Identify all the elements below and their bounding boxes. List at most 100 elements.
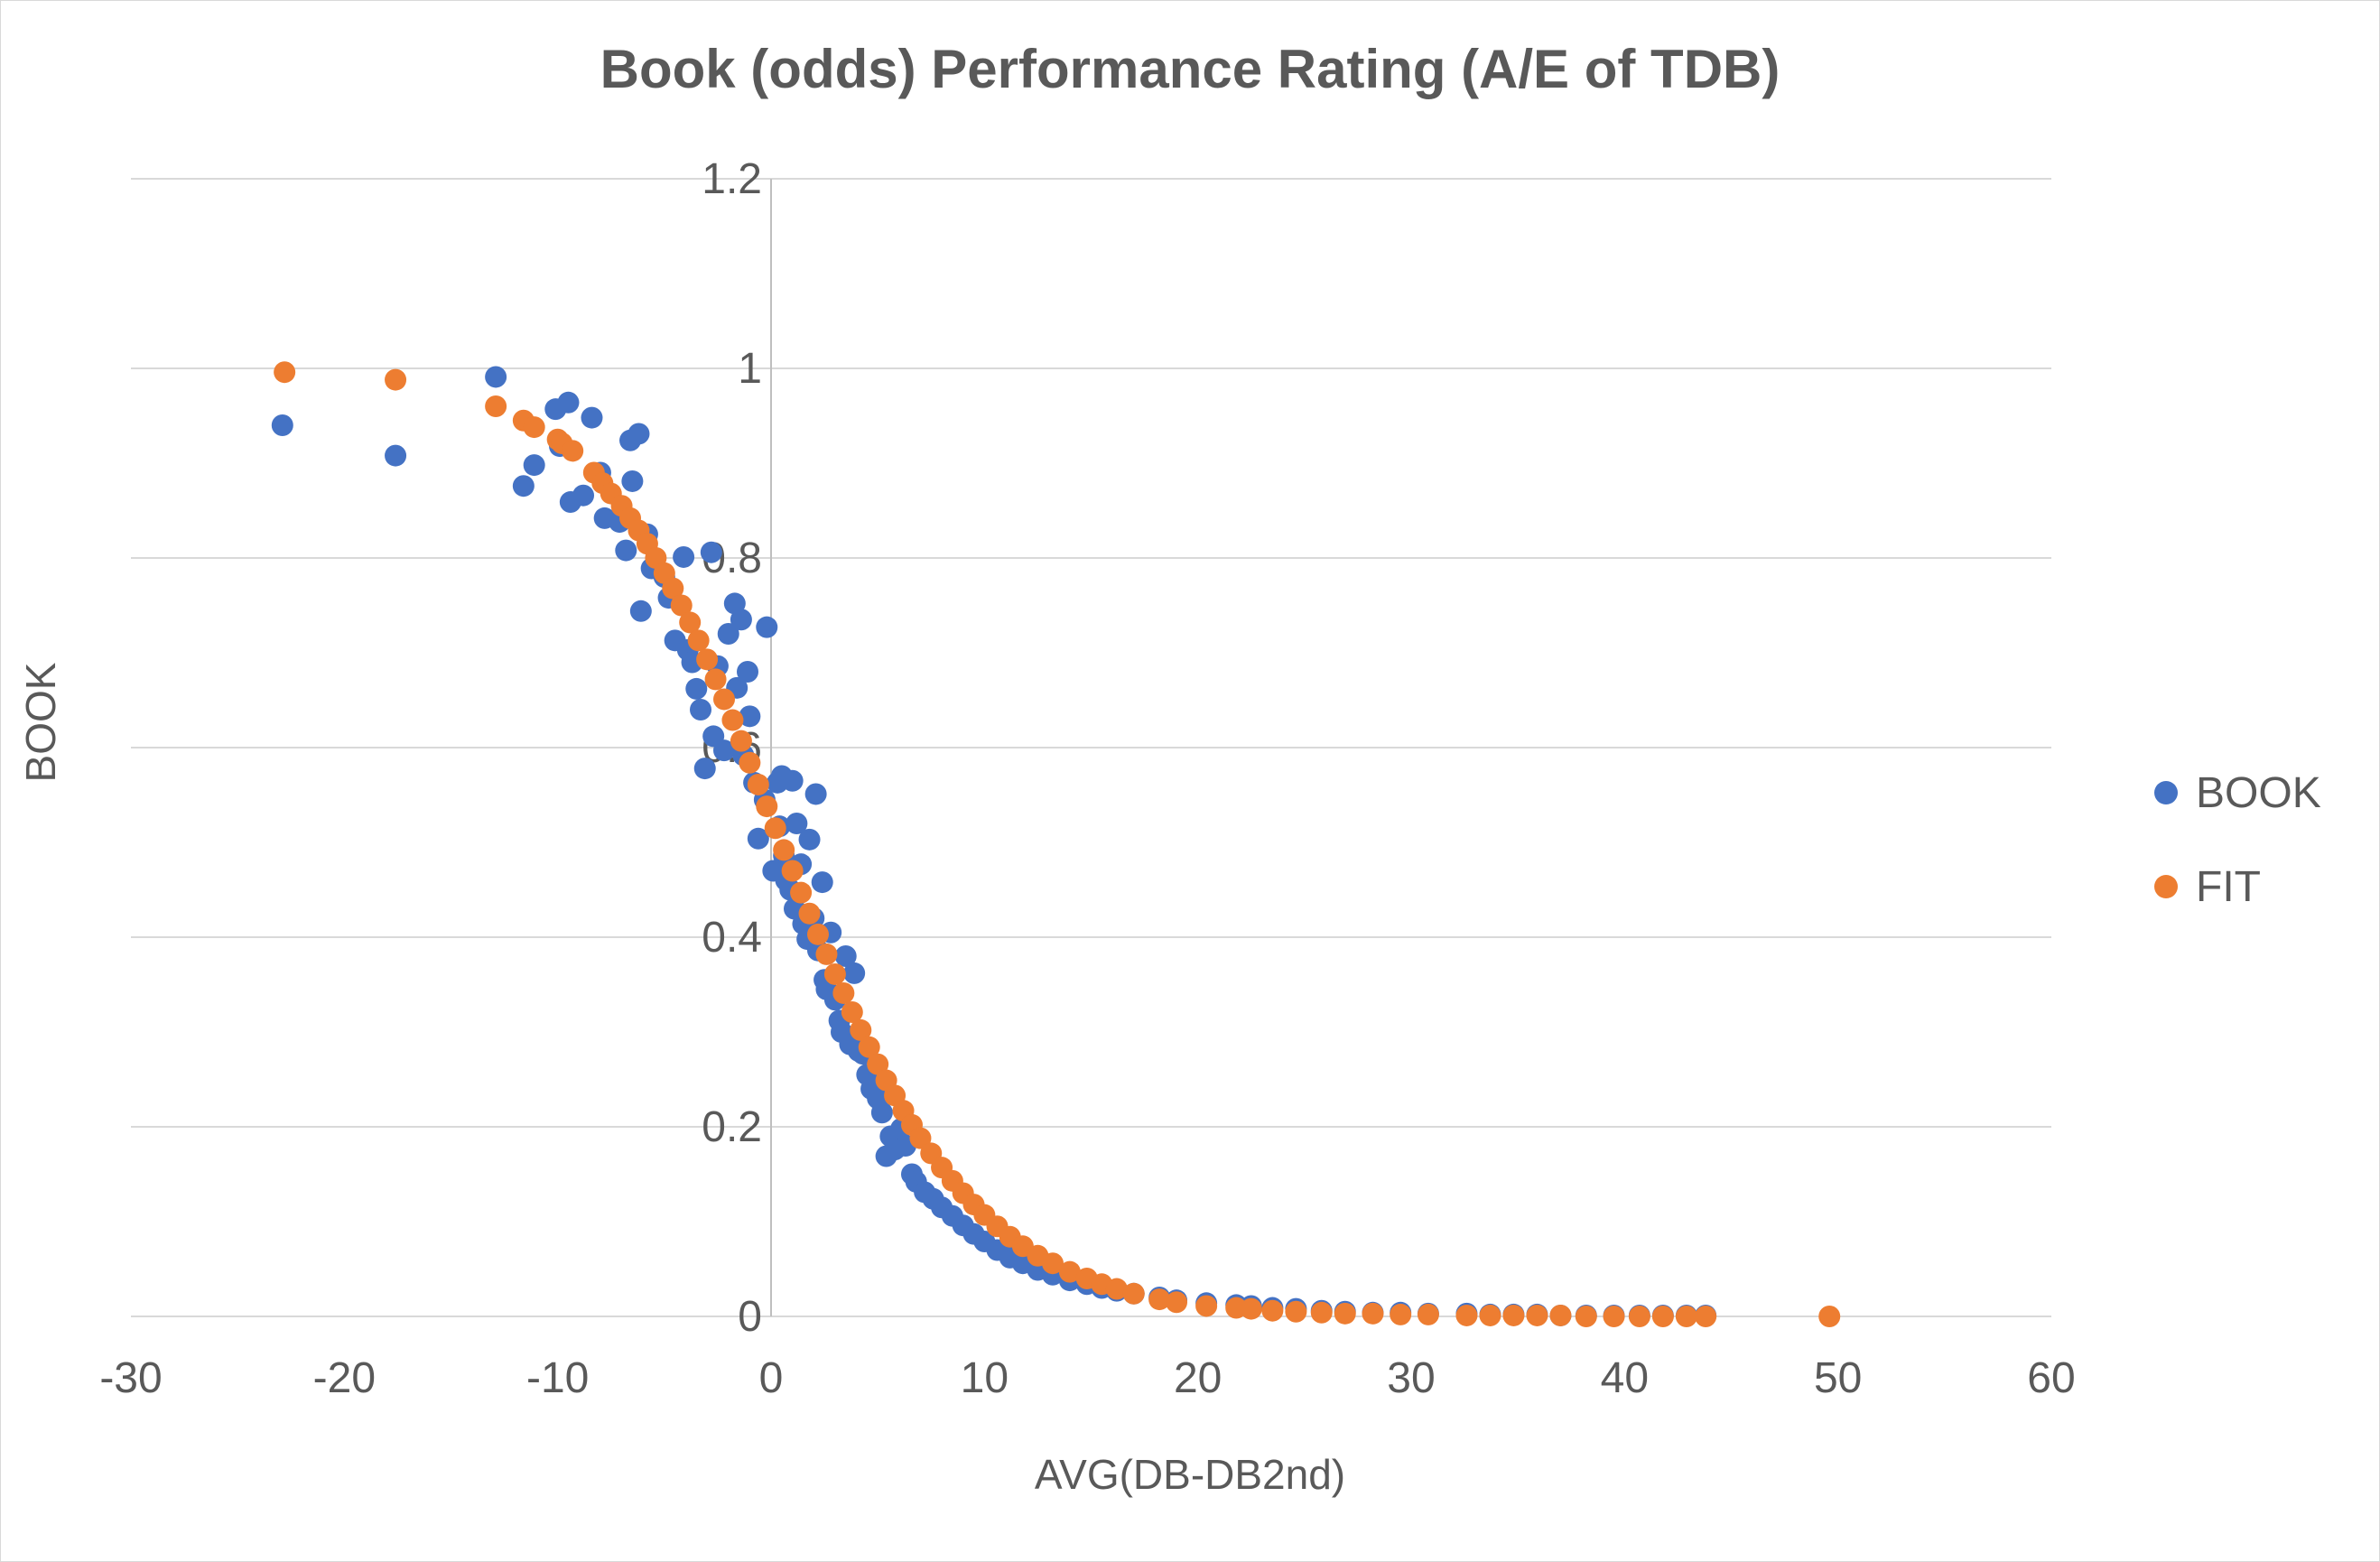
fit-point	[696, 648, 719, 671]
x-tick-label: 20	[1174, 1354, 1222, 1402]
fit-point	[850, 1018, 872, 1041]
fit-point	[1675, 1306, 1697, 1327]
fit-point	[1240, 1297, 1262, 1320]
book-point	[843, 962, 866, 984]
book-point	[717, 623, 739, 645]
book-point	[737, 661, 759, 683]
legend-label-fit: FIT	[2196, 862, 2261, 911]
book-point	[385, 444, 407, 467]
fit-point	[1058, 1260, 1081, 1283]
fit-point	[485, 395, 507, 417]
x-tick-label: 60	[2027, 1354, 2075, 1402]
fit-point	[687, 629, 710, 652]
fit-point	[679, 611, 702, 634]
book-point	[804, 783, 827, 805]
fit-point	[1479, 1304, 1501, 1326]
fit-point	[562, 440, 584, 462]
book-point	[811, 871, 833, 894]
fit-point	[815, 943, 838, 965]
fit-point	[1818, 1306, 1841, 1327]
fit-point	[909, 1127, 932, 1149]
y-tick-label: 1.2	[702, 155, 762, 203]
fit-point	[1651, 1306, 1674, 1327]
book-point	[628, 423, 650, 445]
book-point	[581, 406, 603, 429]
fit-point	[747, 773, 769, 795]
fit-point	[1526, 1304, 1548, 1326]
book-point	[798, 828, 821, 851]
book-point	[786, 813, 808, 834]
fit-point	[1695, 1306, 1717, 1327]
fit-point	[798, 902, 821, 925]
x-tick-label: 10	[961, 1354, 1009, 1402]
fit-point	[1417, 1303, 1439, 1325]
book-point	[615, 539, 637, 562]
fit-point	[1603, 1306, 1625, 1327]
y-tick-label: 0.4	[702, 914, 762, 962]
fit-point	[523, 416, 545, 439]
book-point	[557, 391, 580, 414]
fit-point	[704, 668, 727, 691]
y-tick-label: 0.2	[702, 1103, 762, 1151]
book-point	[512, 475, 535, 497]
x-tick-label: 50	[1814, 1354, 1862, 1402]
fit-point	[773, 839, 795, 861]
book-point	[730, 609, 752, 631]
legend-marker-book	[2154, 781, 2178, 804]
fit-point	[858, 1036, 880, 1058]
fit-point	[1455, 1304, 1478, 1326]
fit-point	[1628, 1306, 1650, 1327]
x-tick-label: -30	[99, 1354, 162, 1402]
fit-point	[1122, 1282, 1145, 1305]
x-tick-label: 40	[1601, 1354, 1649, 1402]
fit-point	[1334, 1302, 1356, 1325]
y-tick-label: 1	[738, 345, 762, 393]
fit-point	[756, 795, 778, 818]
fit-point	[713, 688, 736, 711]
book-point	[271, 414, 293, 436]
fit-point	[1148, 1288, 1171, 1311]
fit-point	[1390, 1303, 1412, 1325]
legend-label-book: BOOK	[2196, 768, 2321, 817]
legend: BOOK FIT	[2154, 767, 2321, 955]
book-point	[834, 945, 857, 967]
fit-point	[1105, 1278, 1128, 1300]
fit-point	[274, 361, 296, 384]
book-point	[781, 769, 804, 792]
fit-point	[1310, 1301, 1333, 1324]
fit-point	[823, 962, 846, 985]
fit-point	[739, 751, 761, 774]
book-point	[523, 454, 545, 477]
book-point	[485, 366, 507, 388]
fit-point	[1261, 1299, 1284, 1322]
fit-point	[867, 1053, 889, 1075]
fit-point	[841, 1000, 863, 1023]
fit-point	[1041, 1252, 1064, 1275]
x-tick-label: -10	[526, 1354, 589, 1402]
book-point	[629, 600, 652, 622]
x-tick-label: -20	[313, 1354, 376, 1402]
fit-point	[764, 817, 786, 840]
fit-point	[781, 860, 804, 882]
legend-marker-fit	[2154, 875, 2178, 898]
fit-point	[1195, 1295, 1218, 1317]
book-point	[572, 484, 595, 507]
book-point	[621, 470, 644, 492]
fit-point	[1166, 1291, 1188, 1314]
book-point	[756, 616, 778, 638]
chart-title: Book (odds) Performance Rating (A/E of T…	[600, 39, 1780, 99]
book-point	[700, 541, 722, 563]
book-point	[673, 545, 695, 568]
fit-point	[721, 709, 744, 731]
book-point	[870, 1102, 893, 1124]
legend-item-fit: FIT	[2154, 861, 2321, 912]
fit-point	[790, 881, 813, 904]
book-point	[713, 739, 736, 762]
x-tick-label: 30	[1387, 1354, 1435, 1402]
fit-point	[1285, 1300, 1307, 1323]
fit-point	[730, 730, 752, 752]
fit-point	[806, 923, 829, 945]
y-axis-title: BOOK	[17, 662, 64, 783]
book-point	[693, 758, 716, 780]
book-point	[690, 699, 712, 721]
